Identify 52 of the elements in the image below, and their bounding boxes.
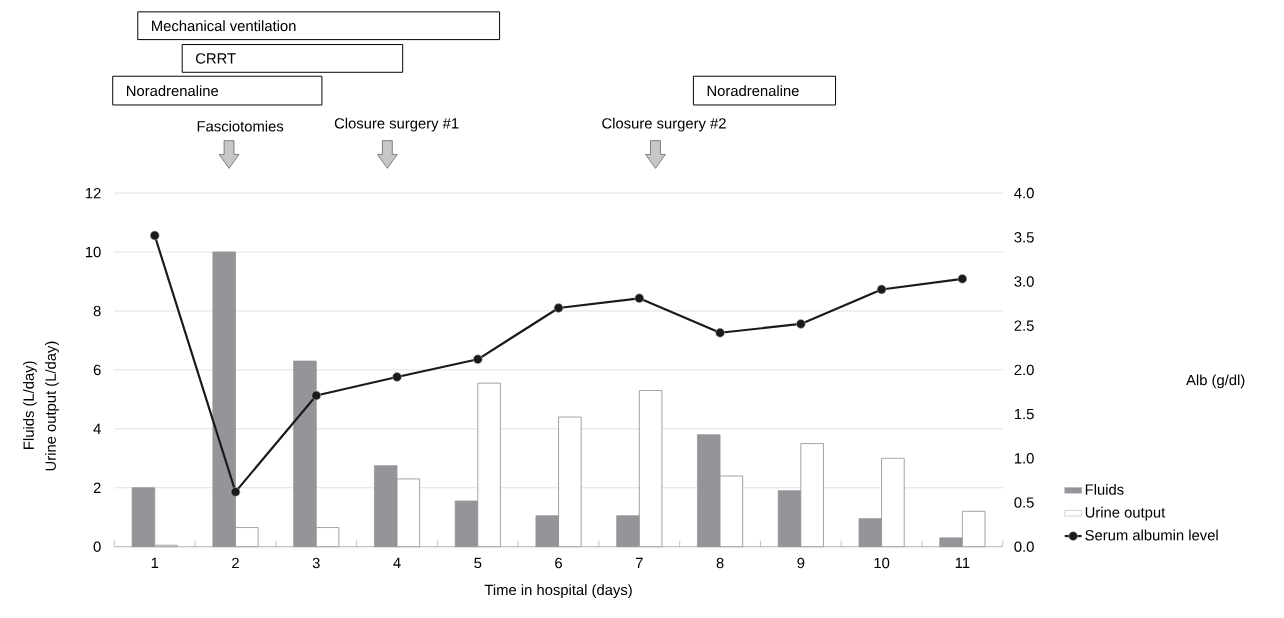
y-tick-label: 12	[85, 187, 101, 199]
legend-label: Fluids	[1085, 483, 1124, 495]
text: Urine output (L/day)	[45, 341, 59, 471]
point	[796, 319, 806, 329]
x-tick-label: 2	[232, 557, 239, 569]
legend-label: Urine output	[1085, 506, 1166, 521]
x-tick-label: 3	[312, 557, 320, 569]
point	[634, 293, 645, 304]
x-axis-title: Time in hospital (days)	[484, 584, 632, 599]
y-tick-label: 0	[93, 541, 101, 552]
point	[311, 390, 321, 401]
text: Fasciotomies	[197, 120, 284, 132]
point	[473, 354, 483, 365]
y-tick-label: 2	[93, 482, 101, 493]
x-tick-label: 5	[474, 557, 482, 569]
y2-tick-label: 0.0	[1014, 541, 1034, 552]
x-tick-label: 7	[635, 557, 643, 568]
y2-tick-label: 3.5	[1014, 232, 1034, 243]
point	[392, 372, 402, 382]
text: Mechanical ventilation	[152, 20, 296, 32]
point	[715, 328, 725, 338]
y2-tick-label: 1.0	[1014, 453, 1034, 464]
text: Alb (g/dl)	[1186, 374, 1245, 389]
y-axis-title: Fluids (L/day)	[23, 361, 37, 449]
x-tick-label: 11	[955, 557, 970, 568]
point	[230, 487, 241, 497]
y2-tick-label: 2.0	[1014, 364, 1034, 376]
point	[876, 284, 887, 295]
x-tick-label: 6	[555, 557, 563, 569]
y2-tick-label: 0.5	[1014, 497, 1034, 508]
point	[553, 303, 564, 313]
y2-tick-label: 3.0	[1014, 276, 1034, 287]
y2-tick-label: 2.5	[1014, 320, 1034, 331]
y-tick-label: 6	[93, 364, 101, 376]
y-tick-label: 4	[93, 423, 101, 434]
x-tick-label: 9	[797, 557, 805, 569]
x-tick-label: 8	[716, 557, 724, 569]
legend-label: Serum albumin level	[1085, 529, 1218, 541]
text: Noradrenaline	[127, 85, 219, 97]
y2-tick-label: 1.5	[1014, 408, 1034, 420]
x-tick-label: 1	[151, 557, 159, 568]
y2-tick-label: 4.0	[1014, 187, 1034, 199]
y-tick-label: 8	[93, 305, 101, 317]
point	[957, 274, 968, 284]
x-tick-label: 4	[393, 557, 401, 568]
y-tick-label: 10	[85, 246, 101, 258]
text: Closure surgery #2	[602, 117, 726, 132]
point	[149, 230, 160, 241]
text: CRRT	[196, 53, 236, 64]
text: Closure surgery #1	[334, 117, 459, 132]
text: Noradrenaline	[707, 85, 799, 97]
x-tick-label: 10	[874, 557, 890, 569]
